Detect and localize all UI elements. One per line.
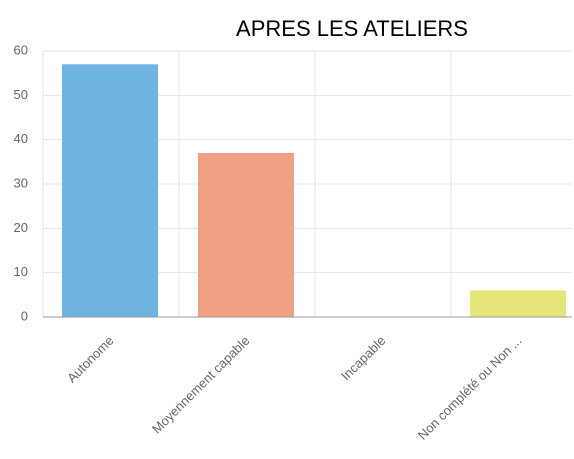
x-tick-label: Non complété ou Non ... [415, 333, 525, 443]
x-tick-label: Autonome [64, 333, 117, 386]
y-tick-label: 50 [14, 87, 28, 102]
x-tick-label: Moyennement capable [149, 333, 253, 437]
y-tick-label: 30 [14, 175, 28, 190]
bar [470, 290, 566, 317]
x-tick-label: Incapable [338, 333, 388, 383]
y-tick-label: 20 [14, 220, 28, 235]
y-tick-label: 10 [14, 264, 28, 279]
chart-title: APRES LES ATELIERS [236, 16, 468, 41]
bar [198, 152, 294, 317]
y-tick-label: 0 [21, 308, 28, 323]
bar [62, 64, 158, 317]
y-tick-label: 40 [14, 131, 28, 146]
y-tick-label: 60 [14, 42, 28, 57]
